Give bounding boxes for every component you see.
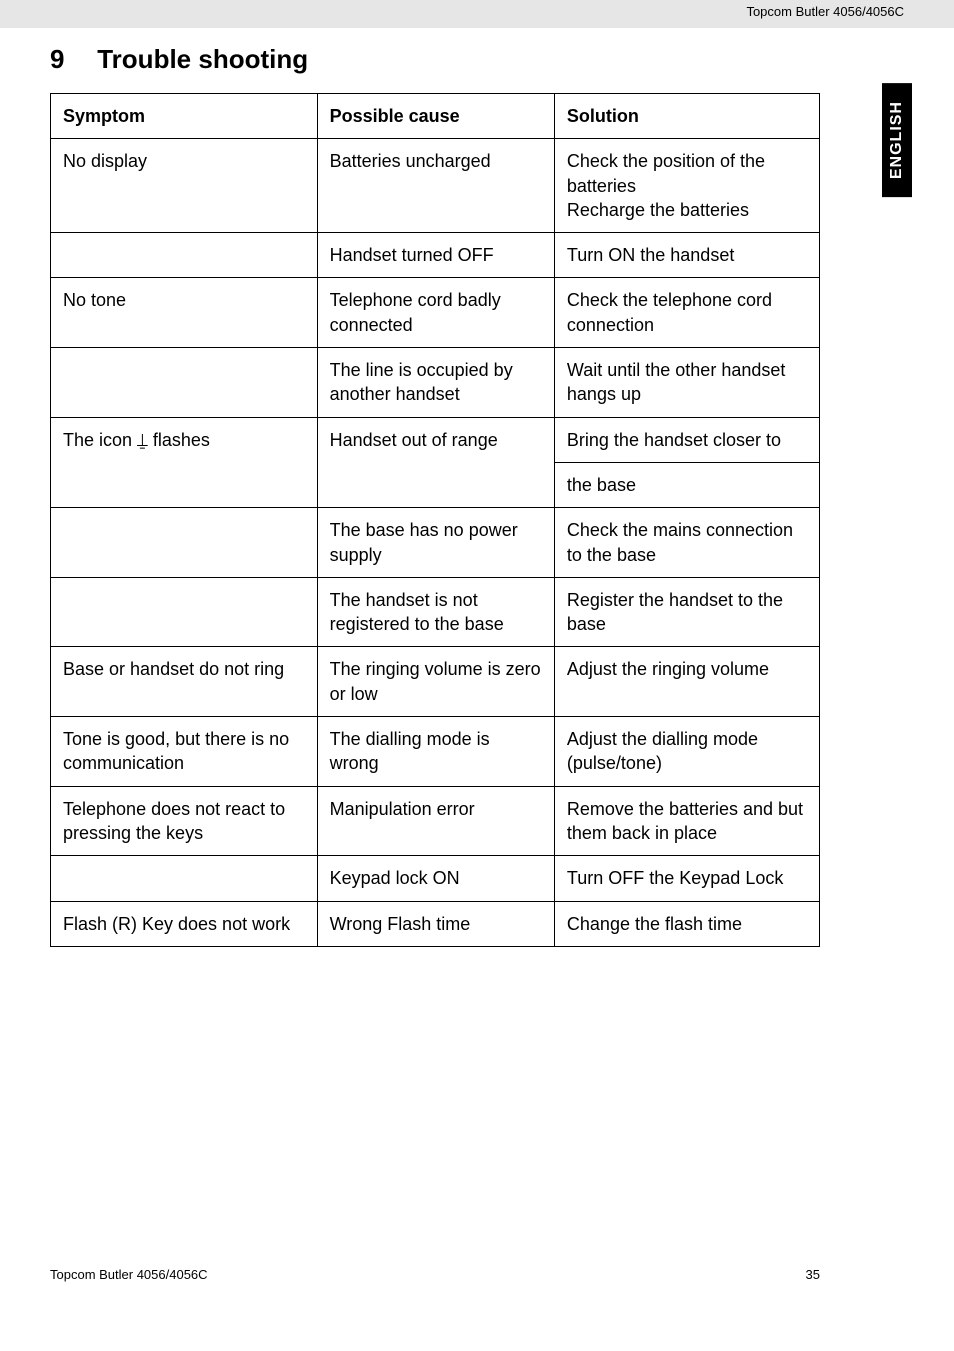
cell-symptom bbox=[51, 508, 318, 578]
cell-solution: Turn OFF the Keypad Lock bbox=[554, 856, 819, 901]
cell-symptom: No display bbox=[51, 139, 318, 233]
cell-solution: Remove the batteries and but them back i… bbox=[554, 786, 819, 856]
cell-cause: Keypad lock ON bbox=[317, 856, 554, 901]
cell-solution: Check the position of the batteries Rech… bbox=[554, 139, 819, 233]
cell-cause: Batteries uncharged bbox=[317, 139, 554, 233]
cell-solution: Check the telephone cord connection bbox=[554, 278, 819, 348]
cell-solution: Change the flash time bbox=[554, 901, 819, 946]
cell-solution: Wait until the other handset hangs up bbox=[554, 348, 819, 418]
cell-symptom: Flash (R) Key does not work bbox=[51, 901, 318, 946]
table-row: The icon ⍊ flashesHandset out of rangeBr… bbox=[51, 417, 820, 462]
cell-symptom bbox=[51, 856, 318, 901]
table-header-row: Symptom Possible cause Solution bbox=[51, 94, 820, 139]
language-tab: ENGLISH bbox=[882, 83, 912, 197]
cell-symptom bbox=[51, 233, 318, 278]
cell-cause: The line is occupied by another handset bbox=[317, 348, 554, 418]
table-row: No toneTelephone cord badly connectedChe… bbox=[51, 278, 820, 348]
title-text: Trouble shooting bbox=[97, 44, 308, 74]
table-row: Telephone does not react to pressing the… bbox=[51, 786, 820, 856]
header-product: Topcom Butler 4056/4056C bbox=[746, 4, 904, 19]
table-body: No displayBatteries unchargedCheck the p… bbox=[51, 139, 820, 947]
cell-symptom: Tone is good, but there is no communicat… bbox=[51, 717, 318, 787]
table-row: The line is occupied by another handsetW… bbox=[51, 348, 820, 418]
table-row: Keypad lock ONTurn OFF the Keypad Lock bbox=[51, 856, 820, 901]
cell-symptom: Telephone does not react to pressing the… bbox=[51, 786, 318, 856]
table-row: Tone is good, but there is no communicat… bbox=[51, 717, 820, 787]
troubleshoot-table: Symptom Possible cause Solution No displ… bbox=[50, 93, 820, 947]
title-number: 9 bbox=[50, 44, 90, 75]
cell-symptom: The icon ⍊ flashes bbox=[51, 417, 318, 508]
page-content: ENGLISH 9 Trouble shooting Symptom Possi… bbox=[0, 28, 870, 967]
cell-cause: The handset is not registered to the bas… bbox=[317, 577, 554, 647]
cell-symptom bbox=[51, 348, 318, 418]
page-title: 9 Trouble shooting bbox=[50, 44, 820, 75]
cell-cause: Telephone cord badly connected bbox=[317, 278, 554, 348]
cell-solution: Turn ON the handset bbox=[554, 233, 819, 278]
col-symptom: Symptom bbox=[51, 94, 318, 139]
language-tab-label: ENGLISH bbox=[888, 101, 905, 179]
cell-cause: Manipulation error bbox=[317, 786, 554, 856]
cell-solution: the base bbox=[554, 462, 819, 507]
table-row: Handset turned OFFTurn ON the handset bbox=[51, 233, 820, 278]
table-row: The base has no power supplyCheck the ma… bbox=[51, 508, 820, 578]
cell-solution: Register the handset to the base bbox=[554, 577, 819, 647]
cell-cause: Wrong Flash time bbox=[317, 901, 554, 946]
cell-solution: Adjust the ringing volume bbox=[554, 647, 819, 717]
table-row: No displayBatteries unchargedCheck the p… bbox=[51, 139, 820, 233]
col-solution: Solution bbox=[554, 94, 819, 139]
footer-right: 35 bbox=[806, 1267, 820, 1282]
cell-solution: Adjust the dialling mode (pulse/tone) bbox=[554, 717, 819, 787]
cell-symptom bbox=[51, 577, 318, 647]
cell-symptom: No tone bbox=[51, 278, 318, 348]
cell-symptom: Base or handset do not ring bbox=[51, 647, 318, 717]
header-bar: Topcom Butler 4056/4056C bbox=[0, 0, 954, 28]
cell-cause: The ringing volume is zero or low bbox=[317, 647, 554, 717]
table-row: The handset is not registered to the bas… bbox=[51, 577, 820, 647]
cell-solution: Check the mains connection to the base bbox=[554, 508, 819, 578]
cell-cause: The base has no power supply bbox=[317, 508, 554, 578]
table-row: Base or handset do not ringThe ringing v… bbox=[51, 647, 820, 717]
cell-cause: The dialling mode is wrong bbox=[317, 717, 554, 787]
cell-solution: Bring the handset closer to bbox=[554, 417, 819, 462]
col-cause: Possible cause bbox=[317, 94, 554, 139]
cell-cause: Handset out of range bbox=[317, 417, 554, 508]
page-footer: Topcom Butler 4056/4056C 35 bbox=[0, 1267, 870, 1282]
table-row: Flash (R) Key does not workWrong Flash t… bbox=[51, 901, 820, 946]
footer-left: Topcom Butler 4056/4056C bbox=[50, 1267, 208, 1282]
cell-cause: Handset turned OFF bbox=[317, 233, 554, 278]
